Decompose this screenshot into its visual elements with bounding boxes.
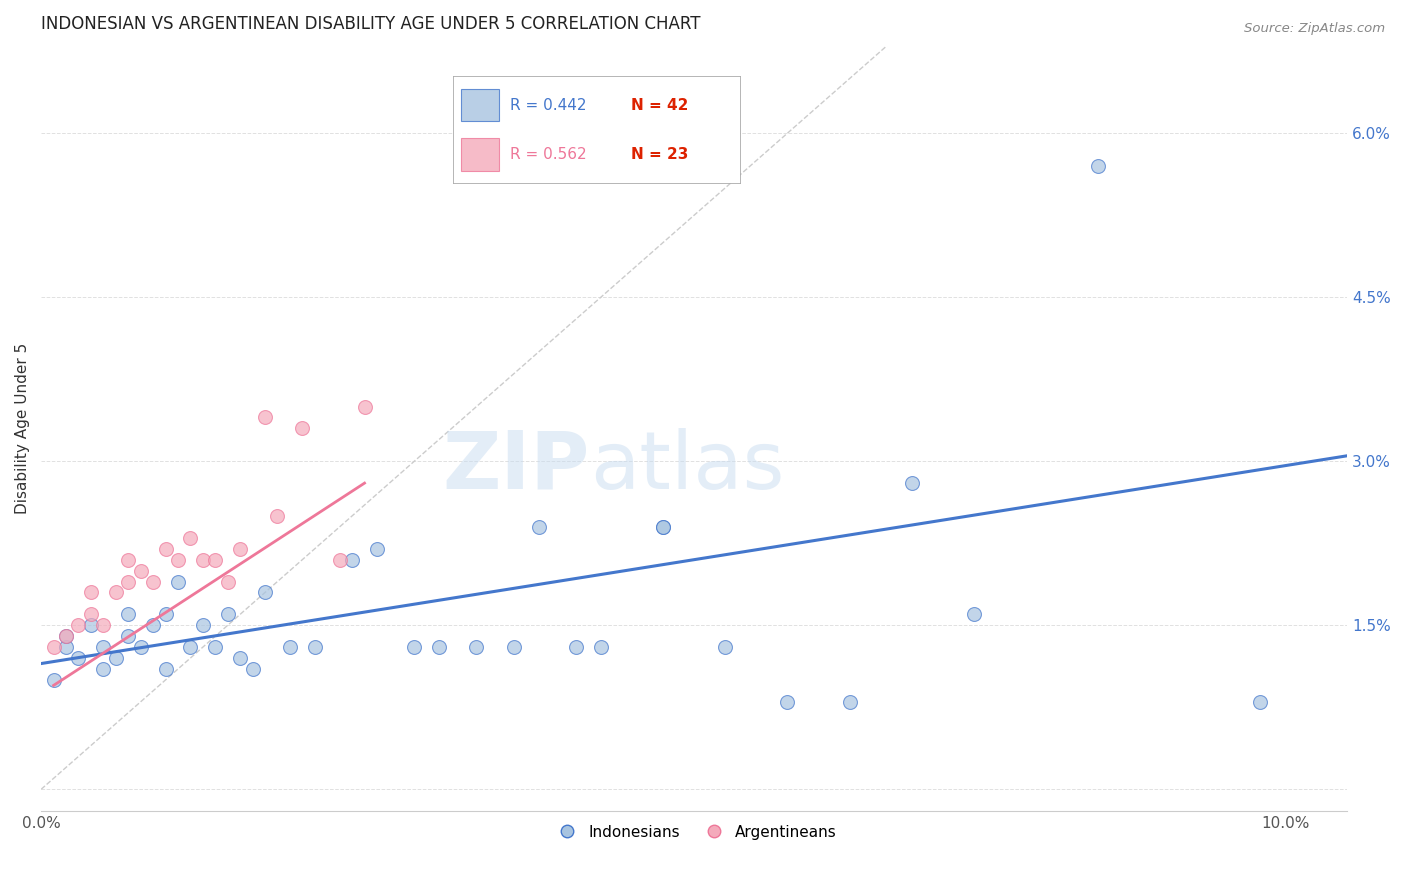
Point xyxy=(129,564,152,578)
Point xyxy=(353,400,375,414)
Point xyxy=(80,607,103,622)
Point xyxy=(589,640,612,654)
Point xyxy=(91,662,114,676)
Point xyxy=(104,585,127,599)
Point xyxy=(291,421,314,435)
Point xyxy=(217,574,239,589)
Point xyxy=(229,541,252,556)
Point xyxy=(117,607,139,622)
Point xyxy=(155,607,177,622)
Point xyxy=(714,640,737,654)
Y-axis label: Disability Age Under 5: Disability Age Under 5 xyxy=(15,343,30,514)
Point xyxy=(179,531,201,545)
Point xyxy=(117,574,139,589)
Point xyxy=(167,574,190,589)
Point xyxy=(179,640,201,654)
Point xyxy=(91,618,114,632)
Point xyxy=(55,629,77,643)
Point xyxy=(242,662,264,676)
Point xyxy=(55,629,77,643)
Point xyxy=(278,640,301,654)
Point xyxy=(565,640,588,654)
Point xyxy=(217,607,239,622)
Point xyxy=(55,640,77,654)
Legend: Indonesians, Argentineans: Indonesians, Argentineans xyxy=(546,819,842,846)
Point xyxy=(838,695,860,709)
Point xyxy=(117,629,139,643)
Point xyxy=(427,640,450,654)
Point xyxy=(191,618,214,632)
Text: atlas: atlas xyxy=(589,427,785,506)
Text: ZIP: ZIP xyxy=(443,427,589,506)
Point xyxy=(42,673,65,687)
Point xyxy=(963,607,986,622)
Point xyxy=(329,552,352,566)
Point xyxy=(229,651,252,665)
Point xyxy=(80,585,103,599)
Point xyxy=(465,640,488,654)
Point xyxy=(253,410,276,425)
Point xyxy=(776,695,799,709)
Point xyxy=(652,520,675,534)
Point xyxy=(652,520,675,534)
Point xyxy=(304,640,326,654)
Point xyxy=(502,640,524,654)
Point xyxy=(67,618,90,632)
Point xyxy=(191,552,214,566)
Point xyxy=(266,508,288,523)
Point xyxy=(204,552,226,566)
Point xyxy=(253,585,276,599)
Point xyxy=(340,552,363,566)
Point xyxy=(155,541,177,556)
Point xyxy=(366,541,388,556)
Point xyxy=(167,552,190,566)
Point xyxy=(901,476,924,491)
Point xyxy=(155,662,177,676)
Point xyxy=(1087,159,1109,173)
Point xyxy=(104,651,127,665)
Point xyxy=(80,618,103,632)
Point xyxy=(404,640,426,654)
Point xyxy=(527,520,550,534)
Point xyxy=(117,552,139,566)
Point xyxy=(67,651,90,665)
Text: INDONESIAN VS ARGENTINEAN DISABILITY AGE UNDER 5 CORRELATION CHART: INDONESIAN VS ARGENTINEAN DISABILITY AGE… xyxy=(41,15,700,33)
Text: Source: ZipAtlas.com: Source: ZipAtlas.com xyxy=(1244,22,1385,36)
Point xyxy=(1249,695,1271,709)
Point xyxy=(142,618,165,632)
Point xyxy=(142,574,165,589)
Point xyxy=(42,640,65,654)
Point xyxy=(204,640,226,654)
Point xyxy=(129,640,152,654)
Point xyxy=(91,640,114,654)
